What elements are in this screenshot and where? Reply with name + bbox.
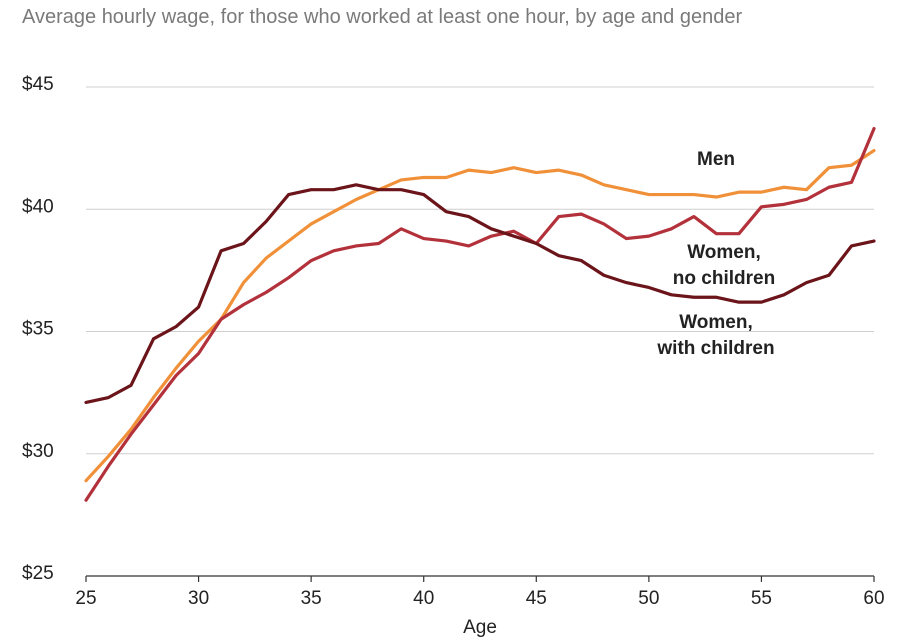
x-tick-label: 40 xyxy=(413,588,434,609)
x-tick-label: 55 xyxy=(751,588,772,609)
x-tick-label: 35 xyxy=(301,588,322,609)
x-tick-label: 45 xyxy=(526,588,547,609)
y-tick-label: $25 xyxy=(22,563,54,584)
chart-title: Average hourly wage, for those who worke… xyxy=(22,6,743,28)
series-line xyxy=(84,126,876,502)
x-tick-label: 50 xyxy=(638,588,659,609)
y-tick-label: $45 xyxy=(22,74,54,95)
series-label: Men xyxy=(697,149,735,170)
x-tick-label: 60 xyxy=(863,588,884,609)
x-axis-label: Age xyxy=(463,617,497,638)
series-label: Women, no children xyxy=(673,242,775,289)
y-tick-label: $40 xyxy=(22,196,54,217)
y-tick-label: $30 xyxy=(22,441,54,462)
series-label: Women, with children xyxy=(656,312,774,359)
series-line xyxy=(84,148,876,483)
x-tick-label: 25 xyxy=(75,588,96,609)
y-tick-label: $35 xyxy=(22,319,54,340)
x-tick-label: 30 xyxy=(188,588,209,609)
series-line xyxy=(84,183,876,404)
